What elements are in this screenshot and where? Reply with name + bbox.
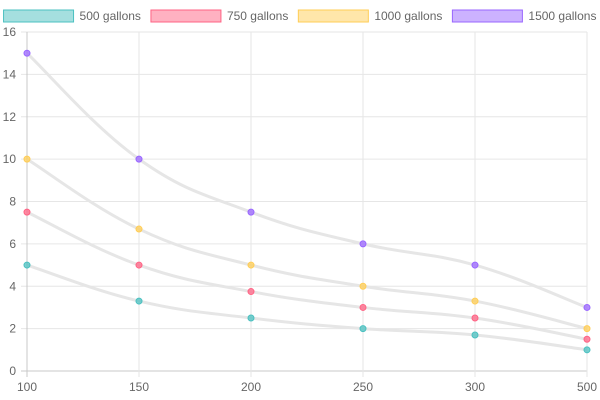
series-line [26,210,588,341]
data-point[interactable] [247,314,255,322]
data-point[interactable] [135,261,143,269]
data-point[interactable] [23,49,31,57]
data-point[interactable] [583,325,591,333]
x-tick-label: 150 [129,380,149,394]
data-point[interactable] [471,314,479,322]
grid [21,31,588,377]
data-point[interactable] [471,331,479,339]
data-point[interactable] [135,225,143,233]
series-0 [23,261,591,354]
legend-item[interactable]: 1500 gallons [451,9,596,23]
data-point[interactable] [135,155,143,163]
data-point[interactable] [471,261,479,269]
y-tick-label: 0 [9,364,16,378]
series-1 [23,208,591,343]
legend-label: 1000 gallons [374,9,442,23]
data-point[interactable] [471,297,479,305]
axes: 0 2 4 6 8 10 12 14 16 100 150 200 250 300 500 [3,25,598,394]
x-tick-label: 200 [241,380,261,394]
legend-label: 750 gallons [227,9,288,23]
data-point[interactable] [23,261,31,269]
legend-swatch [3,9,75,23]
data-point[interactable] [359,240,367,248]
data-point[interactable] [23,208,31,216]
data-point[interactable] [359,282,367,290]
legend-item[interactable]: 750 gallons [150,9,288,23]
series-3 [23,49,591,311]
data-point[interactable] [247,208,255,216]
data-point[interactable] [583,346,591,354]
x-tick-label: 300 [465,380,485,394]
legend-swatch [150,9,222,23]
data-point[interactable] [583,335,591,343]
data-point[interactable] [583,303,591,311]
x-tick-label: 500 [577,380,597,394]
legend[interactable]: 500 gallons 750 gallons 1000 gallons 1500 g… [3,9,597,23]
series-line [26,157,588,331]
y-tick-label: 16 [3,25,17,39]
y-tick-label: 4 [9,279,16,293]
series-line [26,263,588,352]
series-2 [23,155,591,333]
legend-label: 500 gallons [80,9,141,23]
y-tick-label: 6 [9,237,16,251]
data-point[interactable] [247,261,255,269]
data-point[interactable] [135,297,143,305]
x-tick-label: 250 [353,380,373,394]
y-tick-label: 12 [3,110,17,124]
y-tick-label: 2 [9,322,16,336]
legend-label: 1500 gallons [528,9,596,23]
data-point[interactable] [23,155,31,163]
y-tick-label: 10 [3,152,17,166]
series-line [25,52,588,309]
x-tick-label: 100 [17,380,37,394]
y-tick-label: 8 [9,195,16,209]
data-point[interactable] [359,303,367,311]
data-point[interactable] [247,288,255,296]
legend-item[interactable]: 1000 gallons [297,9,442,23]
data-point[interactable] [359,325,367,333]
legend-swatch [297,9,369,23]
series [23,49,591,354]
y-tick-label: 14 [3,67,17,81]
legend-swatch [451,9,523,23]
legend-item[interactable]: 500 gallons [3,9,141,23]
